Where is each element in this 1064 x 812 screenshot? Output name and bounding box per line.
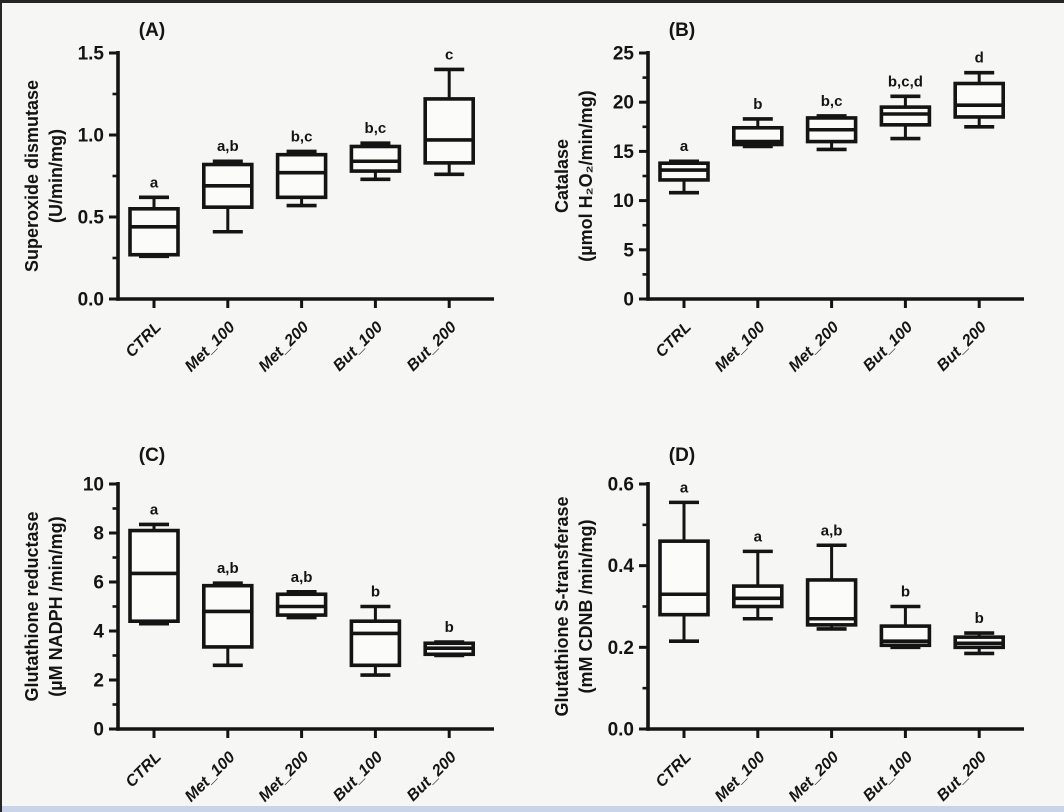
y-axis-title-line: Glutathione reductase — [22, 511, 42, 701]
significance-letter: a — [150, 174, 159, 191]
box-whisker-CTRL: a — [658, 479, 710, 644]
y-tick-label: 1.5 — [78, 44, 105, 65]
x-category-label: Met_100 — [712, 319, 769, 376]
box-whisker-But_200: b — [953, 610, 1006, 656]
y-tick-label: 2 — [93, 671, 104, 692]
window-bottom-edge — [2, 806, 1064, 812]
y-tick-label: 0.0 — [608, 720, 634, 741]
x-category-label: CTRL — [653, 319, 695, 361]
significance-letter: b,c — [365, 120, 387, 137]
y-axis-title-line: Catalase — [552, 139, 572, 213]
box-whisker-Met_200: b,c — [275, 128, 328, 208]
y-axis-title-line: (U/min/mg) — [46, 129, 66, 223]
x-category-label: But_100 — [330, 319, 386, 375]
box-whisker-But_200: d — [953, 50, 1006, 129]
significance-letter: d — [975, 50, 984, 67]
significance-letter: b — [901, 584, 910, 601]
significance-letter: c — [445, 46, 453, 63]
significance-letter: b,c,d — [888, 73, 923, 90]
x-category-label: But_200 — [934, 319, 990, 375]
x-category-label: But_200 — [934, 749, 990, 805]
panel-letter: (C) — [139, 445, 165, 466]
panel-letter: (D) — [669, 445, 695, 466]
significance-letter: b — [371, 584, 380, 601]
y-tick-label: 25 — [613, 44, 635, 65]
y-tick-label: 8 — [93, 524, 104, 545]
significance-letter: b — [975, 610, 984, 627]
box-whisker-But_200: b — [423, 619, 476, 658]
significance-letter: a — [680, 479, 689, 496]
x-category-label: But_200 — [404, 319, 460, 375]
box-whisker-Met_200: a,b — [805, 522, 858, 631]
box-whisker-CTRL: a — [128, 501, 180, 626]
y-axis-title-line: Superoxide dismutase — [22, 80, 42, 272]
y-axis-title-line: (mM CDNB /min/mg) — [576, 520, 596, 694]
panel-a-superoxide-dismutase-boxplot: 0.0 0.5 1.0 1.5 CTRL Met_100 Met_200 But_100 But… — [22, 20, 494, 376]
y-tick-label: 6 — [93, 573, 104, 594]
significance-letter: b — [445, 619, 454, 636]
box-whisker-CTRL: a — [658, 138, 710, 195]
y-tick-label: 0 — [623, 290, 634, 311]
box-whisker-But_100: b,c,d — [879, 73, 932, 141]
x-category-label: CTRL — [653, 749, 695, 791]
x-category-label: Met_200 — [256, 319, 313, 376]
box-whisker-But_200: c — [423, 46, 476, 177]
y-tick-label: 0 — [93, 720, 104, 741]
y-tick-label: 0.4 — [608, 556, 635, 577]
significance-letter: b — [753, 96, 762, 113]
y-axis-title-line: Glutathione S-transferase — [552, 496, 572, 716]
x-category-label: Met_200 — [786, 749, 843, 806]
significance-letter: a,b — [217, 138, 239, 155]
box-whisker-Met_200: b,c — [805, 93, 858, 152]
x-category-label: But_100 — [860, 319, 916, 375]
box-whisker-Met_100: a,b — [202, 560, 254, 668]
panel-b-catalase-boxplot: 0 5 10 15 20 25 CTRL Met_100 Met_200 But_100 But_2… — [552, 20, 1024, 376]
x-category-label: Met_200 — [786, 319, 843, 376]
y-tick-label: 0.2 — [608, 638, 634, 659]
x-category-label: But_100 — [860, 749, 916, 805]
y-axis-title-line: (µM NADPH /min/mg) — [46, 516, 66, 696]
y-tick-label: 20 — [613, 93, 634, 114]
box-whisker-But_100: b — [879, 584, 932, 650]
x-category-label: Met_100 — [712, 749, 769, 806]
box-whisker-But_100: b — [349, 584, 402, 677]
box-whisker-Met_100: a,b — [202, 138, 254, 234]
significance-letter: a — [754, 528, 763, 545]
y-tick-label: 4 — [93, 622, 104, 643]
y-tick-label: 10 — [613, 191, 634, 212]
significance-letter: a — [150, 501, 159, 518]
y-tick-label: 0.0 — [78, 290, 104, 311]
y-tick-label: 10 — [83, 475, 104, 496]
box-whisker-But_100: b,c — [349, 120, 402, 182]
x-category-label: Met_200 — [256, 749, 313, 806]
significance-letter: a,b — [821, 522, 843, 539]
panel-letter: (A) — [139, 20, 165, 41]
y-tick-label: 15 — [613, 142, 635, 163]
x-category-label: Met_100 — [182, 749, 239, 806]
box-whisker-Met_200: a,b — [275, 569, 328, 620]
significance-letter: b,c — [821, 93, 843, 110]
panel-c-glutathione-reductase-boxplot: 0 2 4 6 8 10 CTRL Met_100 Met_200 But_100 But_200 G… — [22, 445, 494, 806]
y-tick-label: 0.6 — [608, 475, 634, 496]
box-whisker-CTRL: a — [128, 174, 180, 259]
x-category-label: But_100 — [330, 749, 386, 805]
x-category-label: CTRL — [123, 319, 165, 361]
x-category-label: But_200 — [404, 749, 460, 805]
panel-d-glutathione-s-transferase-boxplot: 0.0 0.2 0.4 0.6 CTRL Met_100 Met_200 But_100 But… — [552, 445, 1024, 806]
panel-letter: (B) — [669, 20, 695, 41]
box-whisker-Met_100: a — [732, 528, 784, 621]
x-category-label: Met_100 — [182, 319, 239, 376]
significance-letter: a,b — [291, 569, 313, 586]
y-tick-label: 5 — [623, 240, 634, 261]
x-category-label: CTRL — [123, 749, 165, 791]
box-whisker-Met_100: b — [732, 96, 784, 149]
y-tick-label: 0.5 — [78, 208, 105, 229]
y-axis-title-line: (µmol H₂O₂/min/mg) — [576, 90, 596, 261]
significance-letter: a — [680, 138, 689, 155]
significance-letter: a,b — [217, 560, 239, 577]
significance-letter: b,c — [291, 128, 313, 145]
y-tick-label: 1.0 — [78, 126, 104, 147]
